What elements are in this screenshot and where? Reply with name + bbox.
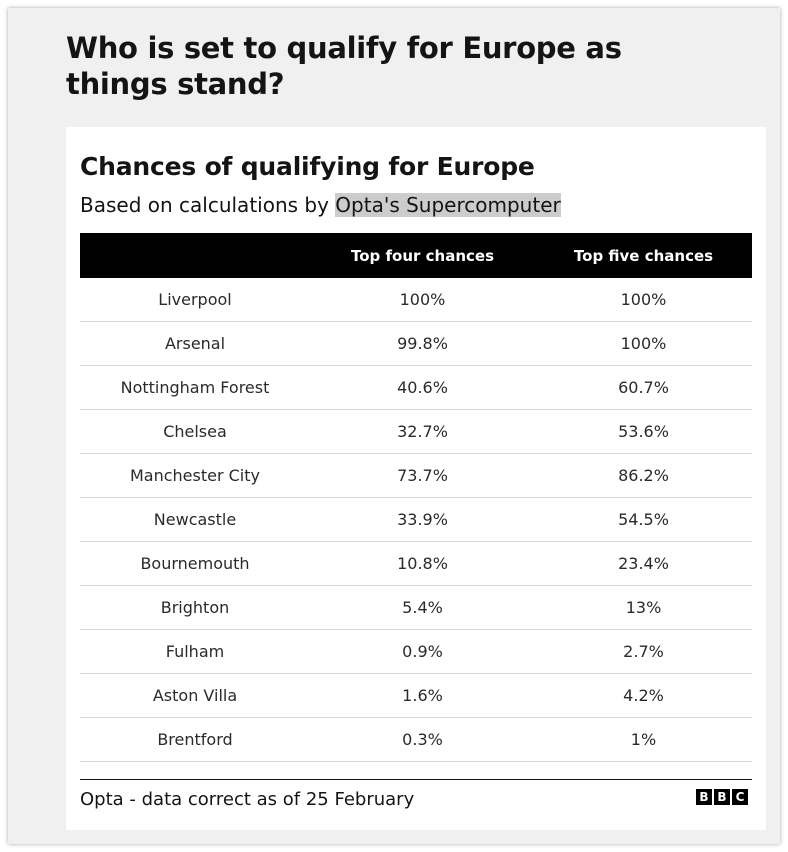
chart-subtitle: Based on calculations by Opta's Supercom… bbox=[80, 191, 561, 219]
bbc-logo: B B C bbox=[696, 789, 748, 805]
header-top-five: Top five chances bbox=[535, 233, 752, 278]
table-row: Bournemouth 10.8% 23.4% bbox=[80, 541, 752, 586]
team-name-cell: Aston Villa bbox=[80, 673, 310, 718]
team-name-cell: Fulham bbox=[80, 629, 310, 674]
top-four-cell: 0.9% bbox=[310, 629, 535, 674]
table-row: Manchester City 73.7% 86.2% bbox=[80, 453, 752, 498]
top-four-cell: 1.6% bbox=[310, 673, 535, 718]
top-five-cell: 100% bbox=[535, 321, 752, 366]
top-four-cell: 10.8% bbox=[310, 541, 535, 586]
table-row: Aston Villa 1.6% 4.2% bbox=[80, 673, 752, 718]
table-row: Brighton 5.4% 13% bbox=[80, 585, 752, 630]
team-name-cell: Brighton bbox=[80, 585, 310, 630]
top-five-cell: 60.7% bbox=[535, 365, 752, 410]
table-row: Arsenal 99.8% 100% bbox=[80, 321, 752, 366]
team-name-cell: Bournemouth bbox=[80, 541, 310, 586]
logo-letter: B bbox=[714, 789, 730, 805]
team-name-cell: Arsenal bbox=[80, 321, 310, 366]
top-five-cell: 13% bbox=[535, 585, 752, 630]
top-five-cell: 100% bbox=[535, 278, 752, 322]
top-five-cell: 23.4% bbox=[535, 541, 752, 586]
top-four-cell: 99.8% bbox=[310, 321, 535, 366]
subtitle-text: Based on calculations by bbox=[80, 193, 336, 217]
top-four-cell: 32.7% bbox=[310, 409, 535, 454]
graphic-frame: Who is set to qualify for Europe as thin… bbox=[8, 8, 780, 844]
source-note: Opta - data correct as of 25 February bbox=[80, 789, 415, 810]
table-body: Liverpool 100% 100% Arsenal 99.8% 100% Notting… bbox=[80, 278, 752, 762]
table-row: Nottingham Forest 40.6% 60.7% bbox=[80, 365, 752, 410]
header-team bbox=[80, 233, 310, 278]
top-four-cell: 100% bbox=[310, 278, 535, 322]
top-five-cell: 1% bbox=[535, 717, 752, 762]
top-four-cell: 33.9% bbox=[310, 497, 535, 542]
team-name-cell: Chelsea bbox=[80, 409, 310, 454]
chart-title: Chances of qualifying for Europe bbox=[80, 152, 535, 181]
team-name-cell: Manchester City bbox=[80, 453, 310, 498]
top-four-cell: 40.6% bbox=[310, 365, 535, 410]
header-top-four: Top four chances bbox=[310, 233, 535, 278]
top-five-cell: 54.5% bbox=[535, 497, 752, 542]
logo-letter: C bbox=[732, 789, 748, 805]
footer-divider bbox=[80, 779, 752, 780]
team-name-cell: Newcastle bbox=[80, 497, 310, 542]
table-header-row: Top four chances Top five chances bbox=[80, 233, 752, 278]
team-name-cell: Nottingham Forest bbox=[80, 365, 310, 410]
table-row: Fulham 0.9% 2.7% bbox=[80, 629, 752, 674]
top-five-cell: 4.2% bbox=[535, 673, 752, 718]
top-four-cell: 0.3% bbox=[310, 717, 535, 762]
main-heading: Who is set to qualify for Europe as thin… bbox=[66, 31, 622, 101]
logo-letter: B bbox=[696, 789, 712, 805]
team-name-cell: Brentford bbox=[80, 717, 310, 762]
qualification-table: Top four chances Top five chances Liverp… bbox=[80, 233, 752, 762]
subtitle-highlight: Opta's Supercomputer bbox=[335, 193, 561, 217]
table-row: Newcastle 33.9% 54.5% bbox=[80, 497, 752, 542]
team-name-cell: Liverpool bbox=[80, 278, 310, 322]
chart-card: Chances of qualifying for Europe Based o… bbox=[66, 127, 766, 830]
table-row: Brentford 0.3% 1% bbox=[80, 717, 752, 762]
top-five-cell: 86.2% bbox=[535, 453, 752, 498]
top-five-cell: 53.6% bbox=[535, 409, 752, 454]
top-four-cell: 73.7% bbox=[310, 453, 535, 498]
table-row: Liverpool 100% 100% bbox=[80, 278, 752, 322]
table-row: Chelsea 32.7% 53.6% bbox=[80, 409, 752, 454]
top-four-cell: 5.4% bbox=[310, 585, 535, 630]
top-five-cell: 2.7% bbox=[535, 629, 752, 674]
